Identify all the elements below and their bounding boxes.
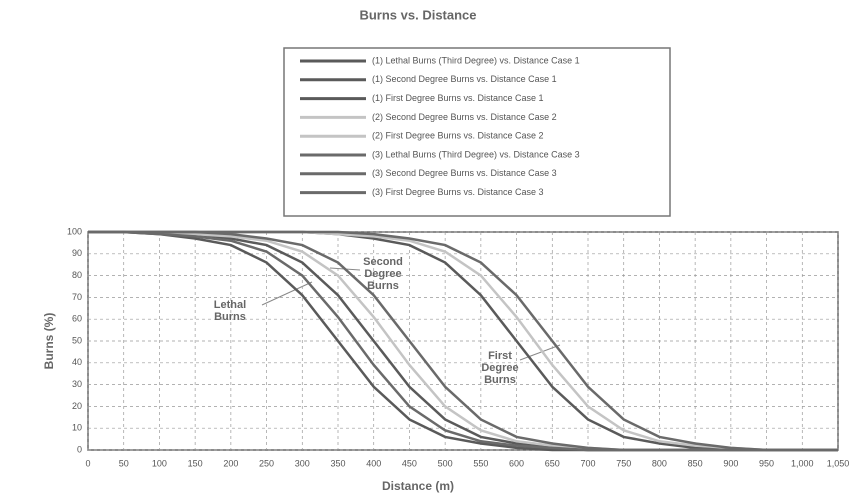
y-tick-label: 70 [72,292,82,302]
y-tick-label: 60 [72,314,82,324]
y-tick-label: 0 [77,444,82,454]
y-tick-label: 50 [72,335,82,345]
legend-box [283,47,671,217]
x-tick-label: 650 [545,458,560,468]
y-tick-label: 10 [72,423,82,433]
x-tick-label: 1,000 [791,458,814,468]
annotation: Burns [367,280,399,292]
y-tick-label: 20 [72,401,82,411]
x-tick-label: 600 [509,458,524,468]
annotation: Burns [484,374,516,386]
x-tick-label: 800 [652,458,667,468]
y-tick-label: 30 [72,379,82,389]
x-tick-label: 0 [85,458,90,468]
annotation: Second [363,256,403,268]
x-tick-label: 450 [402,458,417,468]
x-tick-label: 400 [366,458,381,468]
x-tick-label: 900 [723,458,738,468]
y-tick-label: 80 [72,270,82,280]
x-tick-label: 850 [688,458,703,468]
x-tick-label: 250 [259,458,274,468]
legend-label: (2) First Degree Burns vs. Distance Case… [372,131,544,141]
x-tick-label: 950 [759,458,774,468]
y-tick-label: 90 [72,248,82,258]
x-tick-label: 700 [580,458,595,468]
x-tick-label: 100 [152,458,167,468]
x-tick-label: 300 [295,458,310,468]
series-line [88,230,838,452]
annotation: Burns [214,311,246,323]
x-tick-label: 750 [616,458,631,468]
x-tick-label: 550 [473,458,488,468]
x-tick-label: 350 [330,458,345,468]
legend-label: (2) Second Degree Burns vs. Distance Cas… [372,112,557,122]
y-axis-label: Burns (%) [42,313,56,370]
x-tick-label: 500 [438,458,453,468]
x-tick-label: 50 [119,458,129,468]
legend-label: (1) Lethal Burns (Third Degree) vs. Dist… [372,55,580,65]
y-tick-label: 100 [67,226,82,236]
legend-label: (3) Second Degree Burns vs. Distance Cas… [372,168,557,178]
x-axis-label: Distance (m) [382,479,454,493]
annotation: First [488,350,512,362]
legend-label: (3) First Degree Burns vs. Distance Case… [372,187,544,197]
x-tick-label: 150 [188,458,203,468]
legend-label: (1) Second Degree Burns vs. Distance Cas… [372,74,557,84]
y-tick-label: 40 [72,357,82,367]
x-tick-label: 200 [223,458,238,468]
annotation: Degree [364,268,401,280]
chart-title: Burns vs. Distance [359,7,476,22]
legend-label: (1) First Degree Burns vs. Distance Case… [372,93,544,103]
annotation: Lethal [214,299,246,311]
x-tick-label: 1,050 [827,458,849,468]
annotation: Degree [481,362,518,374]
legend-label: (3) Lethal Burns (Third Degree) vs. Dist… [372,149,580,159]
